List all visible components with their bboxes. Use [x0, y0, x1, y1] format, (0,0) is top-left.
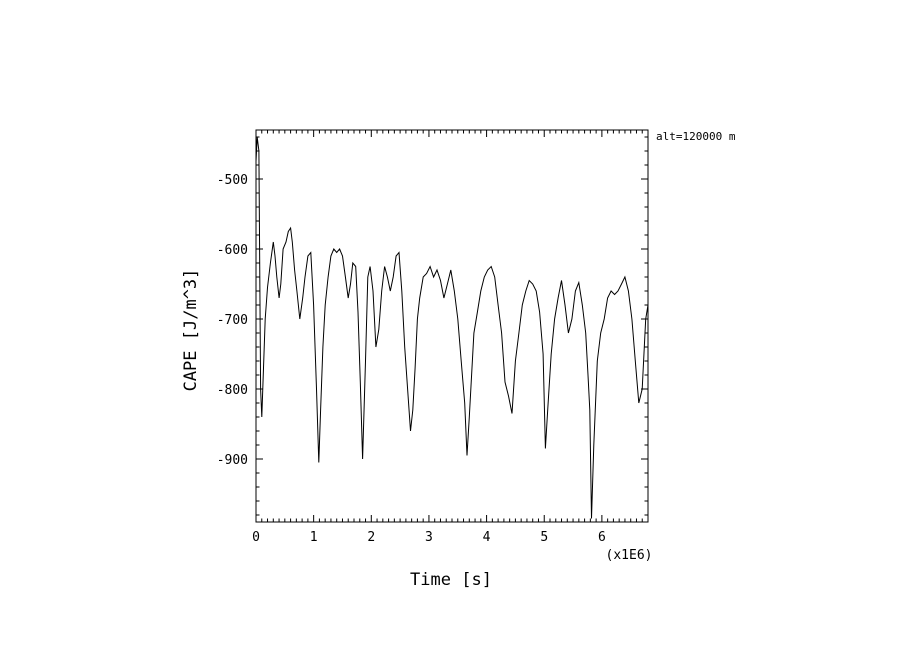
y-tick-label: -800: [217, 383, 248, 398]
x-tick-label: 5: [540, 530, 548, 545]
y-tick-label: -600: [217, 243, 248, 258]
altitude-annotation: alt=120000 m: [656, 130, 736, 143]
series-line-cape: [255, 136, 649, 519]
x-tick-label: 1: [310, 530, 318, 545]
y-axis-title: CAPE [J/m^3]: [181, 269, 201, 392]
y-tick-label: -700: [217, 313, 248, 328]
x-tick-label: 4: [483, 530, 491, 545]
x-axis-title: Time [s]: [410, 570, 492, 590]
x-tick-label: 3: [425, 530, 433, 545]
y-tick-label: -900: [217, 453, 248, 468]
x-multiplier-label: (x1E6): [606, 548, 653, 563]
x-tick-label: 6: [598, 530, 606, 545]
x-tick-label: 0: [252, 530, 260, 545]
y-tick-label: -500: [217, 173, 248, 188]
x-tick-label: 2: [367, 530, 375, 545]
